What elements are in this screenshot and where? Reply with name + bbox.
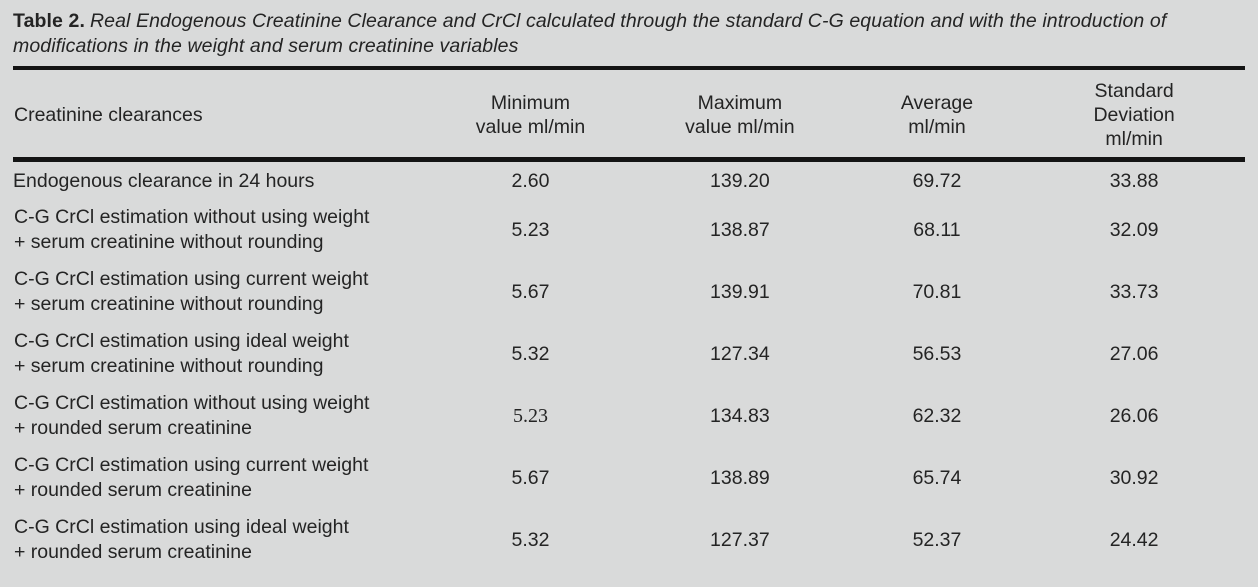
table-caption: Table 2. Real Endogenous Creatinine Clear… (13, 9, 1245, 58)
cell-sd: 27.06 (1109, 342, 1159, 365)
table-row: C-G CrCl estimation without using weight… (13, 199, 1245, 261)
cell-avg: 70.81 (912, 280, 962, 303)
cell-label: C-G CrCl estimation using ideal weight +… (14, 330, 349, 377)
cell-avg: 56.53 (912, 342, 962, 365)
cell-label: C-G CrCl estimation using current weight… (14, 268, 369, 315)
cell-avg: 52.37 (912, 528, 962, 551)
table-row: C-G CrCl estimation using ideal weight +… (13, 323, 1245, 385)
column-header-minimum-value: Minimum value ml/min (431, 70, 629, 162)
cell-max: 134.83 (710, 404, 770, 427)
cell-sd: 30.92 (1109, 466, 1159, 489)
table-row: C-G CrCl estimation using current weight… (13, 447, 1245, 509)
cell-max: 138.87 (710, 218, 770, 241)
cell-label: C-G CrCl estimation using current weight… (14, 454, 369, 501)
column-header-average: Average ml/min (850, 70, 1024, 162)
cell-min: 5.32 (511, 528, 550, 551)
top-rule (13, 66, 1245, 70)
cell-max: 127.37 (710, 528, 770, 551)
cell-min: 5.32 (511, 342, 550, 365)
column-header-standard-deviation: Standard Deviation ml/min (1023, 70, 1245, 162)
cell-sd: 26.06 (1109, 404, 1159, 427)
data-table: Creatinine clearances Minimum value ml/m… (13, 70, 1245, 571)
table-figure: Table 2. Real Endogenous Creatinine Clear… (13, 9, 1245, 571)
cell-sd: 32.09 (1109, 218, 1159, 241)
cell-max: 127.34 (710, 342, 770, 365)
cell-min: 5.67 (511, 466, 550, 489)
table-caption-text: Real Endogenous Creatinine Clearance and… (13, 10, 1167, 57)
cell-min: 5.67 (511, 280, 550, 303)
table-caption-label: Table 2. (13, 10, 85, 32)
cell-label: C-G CrCl estimation using ideal weight +… (14, 516, 349, 563)
table-row: C-G CrCl estimation without using weight… (13, 385, 1245, 447)
cell-max: 139.20 (710, 170, 770, 192)
column-header-maximum-value: Maximum value ml/min (629, 70, 851, 162)
cell-label: C-G CrCl estimation without using weight… (14, 206, 370, 253)
column-header-creatinine-clearances: Creatinine clearances (13, 70, 432, 162)
cell-max: 138.89 (710, 466, 770, 489)
table-header: Creatinine clearances Minimum value ml/m… (13, 70, 1245, 162)
cell-sd: 24.42 (1109, 528, 1159, 551)
cell-label: C-G CrCl estimation without using weight… (14, 392, 370, 439)
table-row: C-G CrCl estimation using current weight… (13, 261, 1245, 323)
table-row: Endogenous clearance in 24 hours 2.60 13… (13, 160, 1245, 200)
header-row: Creatinine clearances Minimum value ml/m… (13, 70, 1245, 162)
cell-min: 5.23 (512, 404, 548, 427)
cell-avg: 65.74 (912, 466, 962, 489)
table-row: C-G CrCl estimation using ideal weight +… (13, 509, 1245, 571)
cell-sd: 33.88 (1109, 170, 1159, 192)
cell-avg: 62.32 (912, 404, 962, 427)
cell-sd: 33.73 (1109, 280, 1159, 303)
cell-avg: 69.72 (912, 170, 962, 192)
cell-avg: 68.11 (913, 218, 961, 241)
cell-label: Endogenous clearance in 24 hours (13, 170, 315, 192)
cell-max: 139.91 (710, 280, 770, 303)
cell-min: 2.60 (511, 170, 550, 192)
table-body: Endogenous clearance in 24 hours 2.60 13… (13, 160, 1245, 572)
cell-min: 5.23 (511, 218, 550, 241)
